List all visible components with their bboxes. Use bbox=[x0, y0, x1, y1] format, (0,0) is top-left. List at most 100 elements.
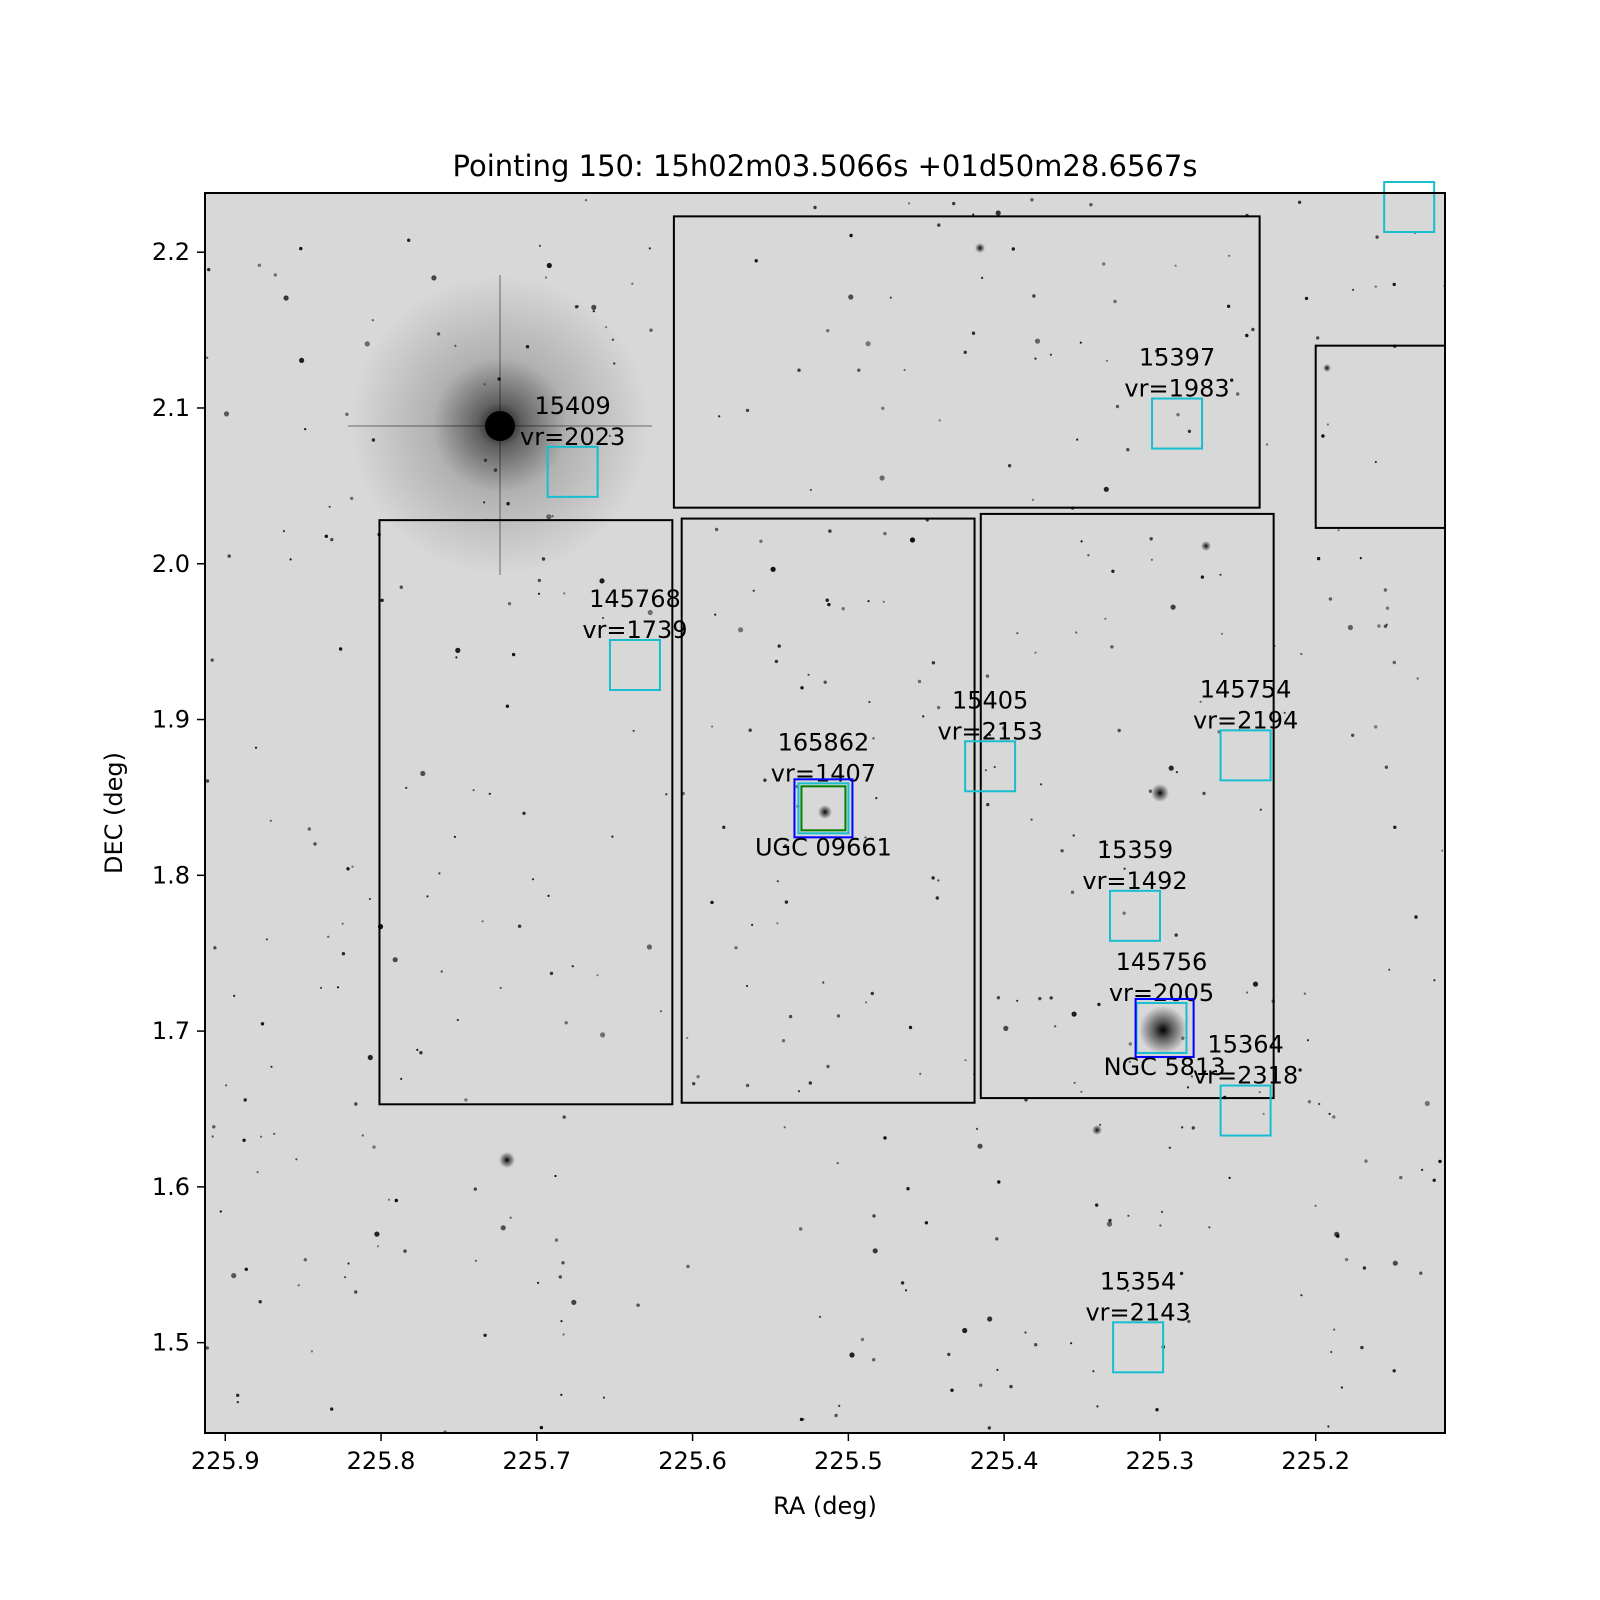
background-star bbox=[997, 1180, 1001, 1184]
background-star bbox=[260, 1135, 263, 1138]
background-star bbox=[1030, 198, 1034, 202]
background-star bbox=[1414, 915, 1418, 919]
background-star bbox=[1174, 933, 1178, 937]
background-star bbox=[591, 304, 597, 310]
background-star bbox=[1259, 808, 1262, 811]
catalog-source-box bbox=[546, 445, 599, 498]
background-star bbox=[1075, 631, 1078, 634]
background-star bbox=[1016, 999, 1019, 1002]
background-star bbox=[1149, 537, 1153, 541]
background-star bbox=[1304, 296, 1309, 301]
catalog-source-velocity: vr=2023 bbox=[520, 423, 625, 451]
background-star bbox=[849, 1352, 855, 1358]
background-star bbox=[1283, 711, 1286, 715]
star-blob bbox=[1151, 784, 1169, 802]
background-star bbox=[879, 475, 885, 481]
background-star bbox=[1332, 1115, 1336, 1119]
background-star bbox=[483, 458, 488, 462]
background-star bbox=[995, 1237, 999, 1241]
background-star bbox=[313, 842, 317, 846]
background-star bbox=[488, 792, 491, 795]
background-star bbox=[1374, 285, 1377, 288]
background-star bbox=[1219, 573, 1222, 576]
catalog-source-id: 15405 bbox=[952, 686, 1028, 714]
background-star bbox=[1392, 1369, 1396, 1373]
background-star bbox=[870, 991, 874, 996]
background-star bbox=[1384, 765, 1389, 769]
background-star bbox=[1377, 624, 1381, 628]
background-star bbox=[1344, 1257, 1349, 1262]
background-star bbox=[330, 537, 334, 542]
background-star bbox=[1076, 438, 1079, 441]
background-star bbox=[453, 835, 456, 838]
background-star bbox=[338, 647, 343, 651]
galaxy-ngc-5813 bbox=[1139, 1006, 1187, 1054]
x-axis-label: RA (deg) bbox=[773, 1492, 877, 1520]
background-star bbox=[1236, 392, 1240, 396]
background-star bbox=[900, 1281, 905, 1285]
background-star bbox=[1385, 606, 1390, 610]
background-star bbox=[270, 1065, 273, 1068]
background-star bbox=[800, 686, 804, 690]
background-star bbox=[751, 923, 754, 927]
background-star bbox=[1009, 1384, 1013, 1389]
background-star bbox=[1314, 1204, 1317, 1207]
background-star bbox=[1104, 617, 1107, 620]
bright-star bbox=[485, 411, 515, 441]
background-star bbox=[1174, 264, 1177, 267]
background-star bbox=[807, 673, 810, 676]
background-star bbox=[350, 496, 354, 501]
background-star bbox=[1168, 765, 1174, 771]
background-star bbox=[1432, 1178, 1436, 1183]
x-tick-label: 225.5 bbox=[814, 1447, 883, 1475]
background-star bbox=[295, 1158, 298, 1161]
footprint-rect bbox=[680, 517, 976, 1104]
catalog-source-velocity: vr=1983 bbox=[1124, 375, 1229, 403]
background-star bbox=[304, 428, 307, 431]
background-star bbox=[1359, 557, 1362, 560]
background-star bbox=[1245, 333, 1249, 338]
background-star bbox=[722, 825, 726, 829]
catalog-source-velocity: vr=2194 bbox=[1193, 706, 1298, 734]
background-star bbox=[464, 1098, 468, 1102]
background-star bbox=[1089, 203, 1093, 207]
background-star bbox=[873, 849, 876, 852]
background-star bbox=[1003, 1025, 1009, 1031]
y-tick-label: 1.8 bbox=[152, 861, 190, 889]
background-star bbox=[1011, 247, 1015, 251]
y-tick-label: 2.2 bbox=[152, 238, 190, 266]
background-star bbox=[341, 922, 344, 925]
catalog-source-id: 145754 bbox=[1200, 675, 1292, 703]
background-star bbox=[774, 659, 779, 664]
background-star bbox=[483, 383, 486, 386]
background-star bbox=[1424, 1100, 1430, 1107]
background-star bbox=[1300, 1294, 1303, 1297]
background-star bbox=[1362, 1266, 1367, 1270]
plot-frame bbox=[204, 192, 1446, 1434]
background-star bbox=[985, 674, 990, 678]
background-star bbox=[1113, 299, 1117, 304]
background-star bbox=[977, 1143, 983, 1149]
background-star bbox=[537, 1281, 540, 1284]
background-star bbox=[539, 1425, 544, 1430]
background-star bbox=[1258, 1091, 1261, 1094]
background-star bbox=[1103, 486, 1109, 492]
background-star bbox=[686, 1264, 690, 1269]
target-name: UGC 09661 bbox=[755, 833, 892, 861]
background-star bbox=[310, 1350, 313, 1353]
background-star bbox=[1433, 979, 1436, 982]
background-star bbox=[563, 592, 566, 595]
background-star bbox=[1327, 1425, 1330, 1428]
background-star bbox=[392, 957, 398, 963]
background-star bbox=[592, 310, 595, 313]
background-star bbox=[962, 1327, 968, 1334]
catalog-source-velocity: vr=2005 bbox=[1109, 979, 1214, 1007]
star-blob bbox=[499, 1152, 515, 1168]
background-star bbox=[601, 616, 605, 620]
background-star bbox=[1034, 357, 1037, 360]
background-star bbox=[1040, 783, 1043, 786]
background-star bbox=[1316, 556, 1321, 561]
background-star bbox=[841, 607, 845, 611]
background-star bbox=[1092, 1370, 1095, 1373]
background-star bbox=[1337, 529, 1340, 532]
